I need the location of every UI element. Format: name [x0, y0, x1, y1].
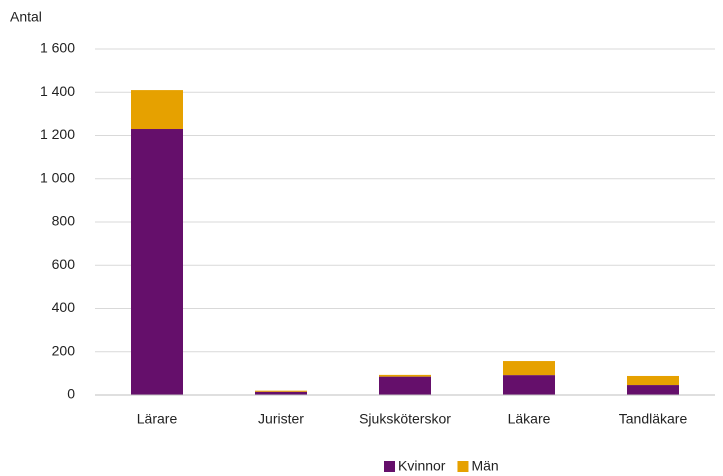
- x-tick-label: Lärare: [137, 411, 178, 427]
- legend-label: Kvinnor: [398, 458, 446, 474]
- y-tick-label: 600: [52, 256, 76, 272]
- x-tick-label: Läkare: [508, 411, 551, 427]
- bar-segment: [131, 90, 183, 130]
- legend-label: Män: [471, 458, 498, 474]
- y-tick-label: 400: [52, 299, 76, 315]
- bar-segment: [379, 376, 431, 395]
- y-tick-label: 1 200: [40, 126, 75, 142]
- y-axis-label: Antal: [10, 9, 42, 25]
- bar-segment: [503, 375, 555, 395]
- y-tick-label: 1 400: [40, 83, 75, 99]
- legend-swatch: [384, 461, 395, 472]
- bar-segment: [627, 375, 679, 386]
- x-tick-label: Jurister: [258, 411, 304, 427]
- x-tick-label: Tandläkare: [619, 411, 688, 427]
- legend-swatch: [457, 461, 469, 472]
- y-tick-label: 1 000: [40, 169, 75, 185]
- bar-segment: [627, 385, 679, 395]
- x-tick-label: Sjuksköterskor: [359, 411, 451, 427]
- y-tick-label: 200: [52, 342, 76, 358]
- y-tick-label: 0: [67, 386, 75, 402]
- bar-segment: [255, 390, 307, 392]
- bar-segment: [255, 391, 307, 395]
- bar-segment: [131, 129, 183, 395]
- y-tick-label: 1 600: [40, 40, 75, 56]
- bar-segment: [379, 374, 431, 377]
- y-tick-label: 800: [52, 213, 76, 229]
- bar-segment: [503, 361, 555, 376]
